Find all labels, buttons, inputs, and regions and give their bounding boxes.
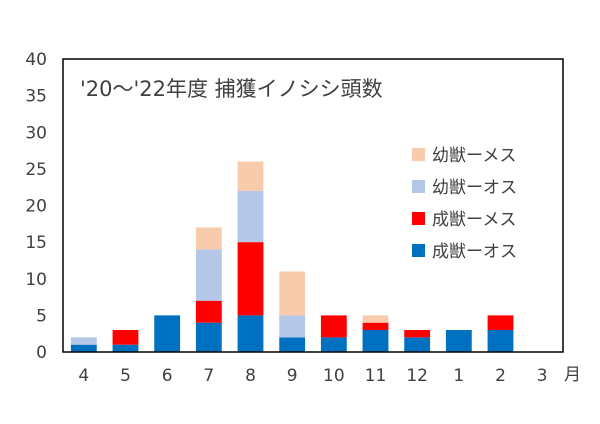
axes-group <box>62 58 564 353</box>
bar-10-series-0 <box>320 337 347 352</box>
legend-swatch <box>412 180 425 193</box>
bar-5-series-0 <box>112 344 139 352</box>
legend-label: 幼獣ーオス <box>432 178 517 198</box>
x-tick-label: 8 <box>245 366 256 386</box>
bar-8-series-3 <box>237 161 264 191</box>
x-tick-label: 5 <box>120 366 131 386</box>
bar-7-series-0 <box>195 322 222 352</box>
bar-9-series-3 <box>279 271 306 316</box>
y-tick-label: 0 <box>36 343 47 363</box>
bar-2-series-1 <box>487 315 514 331</box>
x-tick-label: 2 <box>495 366 506 386</box>
y-tick-label: 20 <box>25 197 47 217</box>
y-tick-label: 15 <box>25 233 47 253</box>
chart-title: '20～'22年度 捕獲イノシシ頭数 <box>80 77 383 101</box>
bar-12-series-1 <box>404 330 431 338</box>
bar-12-series-0 <box>404 337 431 352</box>
bar-4-series-0 <box>70 344 97 352</box>
bar-2-series-0 <box>487 330 514 352</box>
x-tick-label: 3 <box>537 366 548 386</box>
y-tick-label: 10 <box>25 270 47 290</box>
bars-group <box>70 161 514 353</box>
y-tick-label: 5 <box>36 306 47 326</box>
y-tick-label: 40 <box>25 50 47 70</box>
x-tick-label: 11 <box>365 366 387 386</box>
y-tick-label: 35 <box>25 87 47 107</box>
y-tick-labels: 0 5 10 15 20 25 30 35 40 <box>25 50 47 363</box>
bar-7-series-2 <box>195 249 222 301</box>
bar-11-series-0 <box>362 330 389 352</box>
bar-7-series-1 <box>195 300 222 323</box>
bar-5-series-1 <box>112 330 139 345</box>
bar-11-series-1 <box>362 322 389 331</box>
bar-8-series-2 <box>237 190 264 243</box>
x-unit-label: 月 <box>564 365 581 385</box>
bar-8-series-1 <box>237 242 264 316</box>
legend-label: 幼獣ーメス <box>432 146 516 166</box>
bar-1-series-0 <box>445 330 472 352</box>
x-tick-label: 1 <box>453 366 464 386</box>
bar-4-series-2 <box>70 337 97 345</box>
plot-frame <box>62 58 564 353</box>
x-tick-label: 12 <box>406 366 428 386</box>
bar-11-series-3 <box>362 315 389 323</box>
x-tick-label: 7 <box>203 366 214 386</box>
legend-label: 成獣ーオス <box>432 242 517 262</box>
legend-label: 成獣ーメス <box>432 210 516 230</box>
x-tick-label: 9 <box>287 366 298 386</box>
y-tick-label: 25 <box>25 160 47 180</box>
legend-swatch <box>412 212 425 225</box>
x-tick-label: 4 <box>78 366 89 386</box>
bar-9-series-0 <box>279 337 306 352</box>
bar-6-series-0 <box>154 315 181 353</box>
y-tick-label: 30 <box>25 123 47 143</box>
bar-8-series-0 <box>237 315 264 353</box>
legend-swatch <box>412 244 425 257</box>
x-tick-labels: 4 5 6 7 8 9 10 11 12 1 2 3 <box>78 366 547 386</box>
bar-10-series-1 <box>320 315 347 338</box>
x-tick-label: 6 <box>162 366 173 386</box>
bar-9-series-2 <box>279 315 306 338</box>
x-tick-label: 10 <box>323 366 345 386</box>
legend-swatch <box>412 148 425 161</box>
bar-7-series-3 <box>195 227 222 250</box>
